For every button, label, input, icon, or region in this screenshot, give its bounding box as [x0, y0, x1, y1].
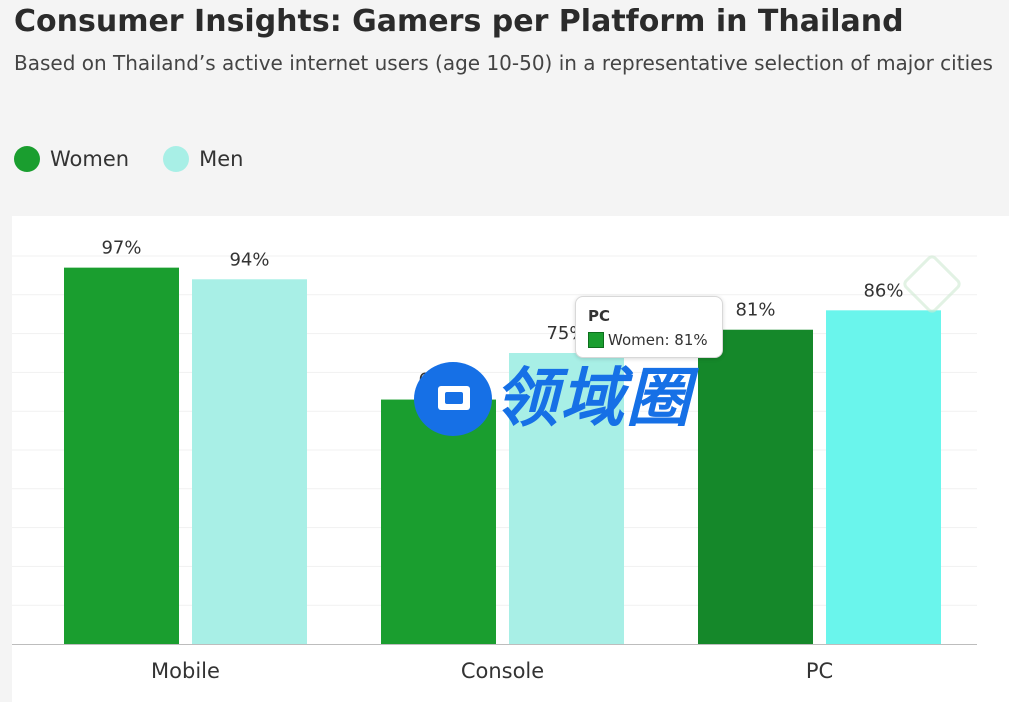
bar-pc-men[interactable]: [826, 310, 941, 644]
legend-item-women[interactable]: Women: [14, 146, 129, 172]
watermark-briefcase-inner: [445, 392, 463, 404]
bar-console-women[interactable]: [381, 399, 496, 644]
watermark-logo-icon: [414, 362, 492, 436]
x-tick-label-pc: PC: [806, 659, 833, 683]
bar-pc-women[interactable]: [698, 329, 813, 644]
tooltip-row: Women: 81%: [588, 331, 708, 349]
tooltip-swatch-icon: [588, 332, 604, 348]
tooltip-value: Women: 81%: [608, 331, 708, 349]
data-label-mobile-women: 97%: [101, 238, 141, 259]
x-tick-label-mobile: Mobile: [151, 659, 220, 683]
legend-label-women: Women: [50, 147, 130, 171]
data-label-pc-women: 81%: [735, 300, 775, 321]
legend-item-men[interactable]: Men: [163, 146, 243, 172]
tooltip-title: PC: [588, 307, 611, 325]
bar-console-men[interactable]: [509, 353, 624, 644]
watermark-text: 领域圈: [494, 362, 692, 436]
chart-subtitle: Based on Thailand’s active internet user…: [14, 51, 993, 75]
legend: Women Men: [14, 146, 243, 172]
bar-mobile-women[interactable]: [64, 267, 179, 644]
legend-swatch-women: [14, 146, 40, 172]
data-label-pc-men: 86%: [863, 280, 903, 301]
chart-title: Consumer Insights: Gamers per Platform i…: [14, 4, 904, 39]
legend-swatch-men: [163, 146, 190, 172]
tooltip: PC Women: 81%: [575, 296, 723, 358]
legend-label-men: Men: [199, 147, 244, 171]
x-tick-label-console: Console: [461, 659, 544, 683]
data-label-mobile-men: 94%: [229, 249, 269, 270]
bar-mobile-men[interactable]: [192, 279, 307, 644]
